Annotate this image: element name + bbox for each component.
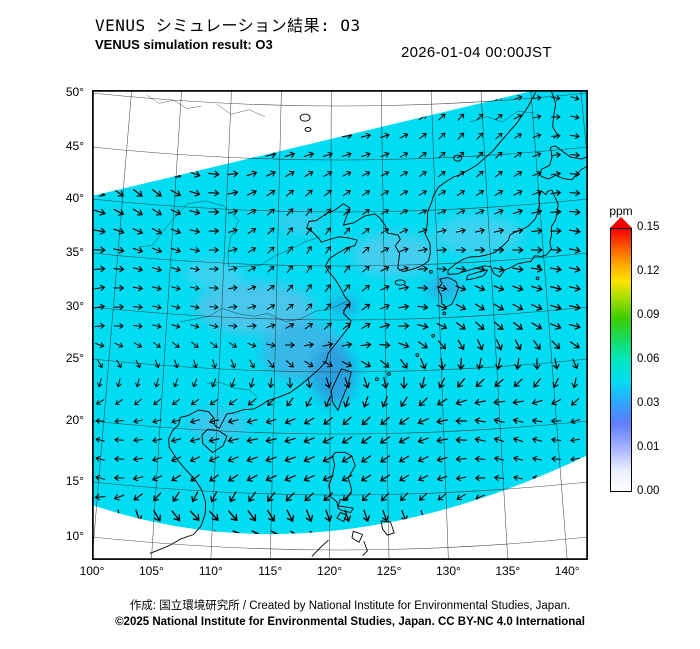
y-tick-label: 20° <box>65 413 84 427</box>
colorbar-tick-label: 0.00 <box>637 485 660 497</box>
y-tick-label: 25° <box>65 351 84 365</box>
x-tick-label: 125° <box>376 564 402 578</box>
colorbar-overflow-cap <box>610 217 632 228</box>
x-tick-label: 110° <box>198 564 223 578</box>
y-tick-label: 40° <box>65 191 84 205</box>
coastlines <box>149 92 588 557</box>
copyright-line: ©2025 National Institute for Environment… <box>115 616 585 628</box>
colorbar-tick-label: 0.12 <box>637 265 660 277</box>
valid-datetime: 2026-01-04 00:00JST <box>401 44 552 61</box>
x-tick-label: 140° <box>554 564 580 578</box>
x-tick-label: 130° <box>435 564 461 578</box>
rivers <box>138 94 535 398</box>
colorbar-tick-label: 0.15 <box>637 221 660 233</box>
page-title-japanese: VENUS シミュレーション結果: O3 <box>95 16 361 35</box>
colorbar-units-label: ppm <box>609 204 633 218</box>
simulation-map <box>92 90 588 560</box>
y-tick-label: 15° <box>65 474 84 488</box>
y-tick-label: 10° <box>65 529 84 543</box>
x-tick-label: 115° <box>258 564 283 578</box>
y-tick-label: 50° <box>65 85 84 99</box>
x-tick-label: 100° <box>79 564 105 578</box>
y-tick-label: 30° <box>65 299 84 313</box>
map-plot-area <box>92 90 588 560</box>
map-frame-border <box>92 90 588 560</box>
o3-field <box>92 90 588 535</box>
x-tick-label: 120° <box>317 564 342 578</box>
colorbar-tick-label: 0.03 <box>637 397 660 409</box>
page-title-english: VENUS simulation result: O3 <box>95 37 273 52</box>
x-tick-label: 105° <box>138 564 164 578</box>
x-tick-label: 135° <box>495 564 521 578</box>
credit-line: 作成: 国立環境研究所 / Created by National Instit… <box>129 600 571 612</box>
colorbar <box>610 228 632 492</box>
colorbar-tick-label: 0.01 <box>637 441 660 453</box>
colorbar-tick-label: 0.06 <box>637 353 660 365</box>
colorbar-tick-label: 0.09 <box>637 309 660 321</box>
y-tick-label: 35° <box>65 245 84 259</box>
y-tick-label: 45° <box>65 139 84 153</box>
